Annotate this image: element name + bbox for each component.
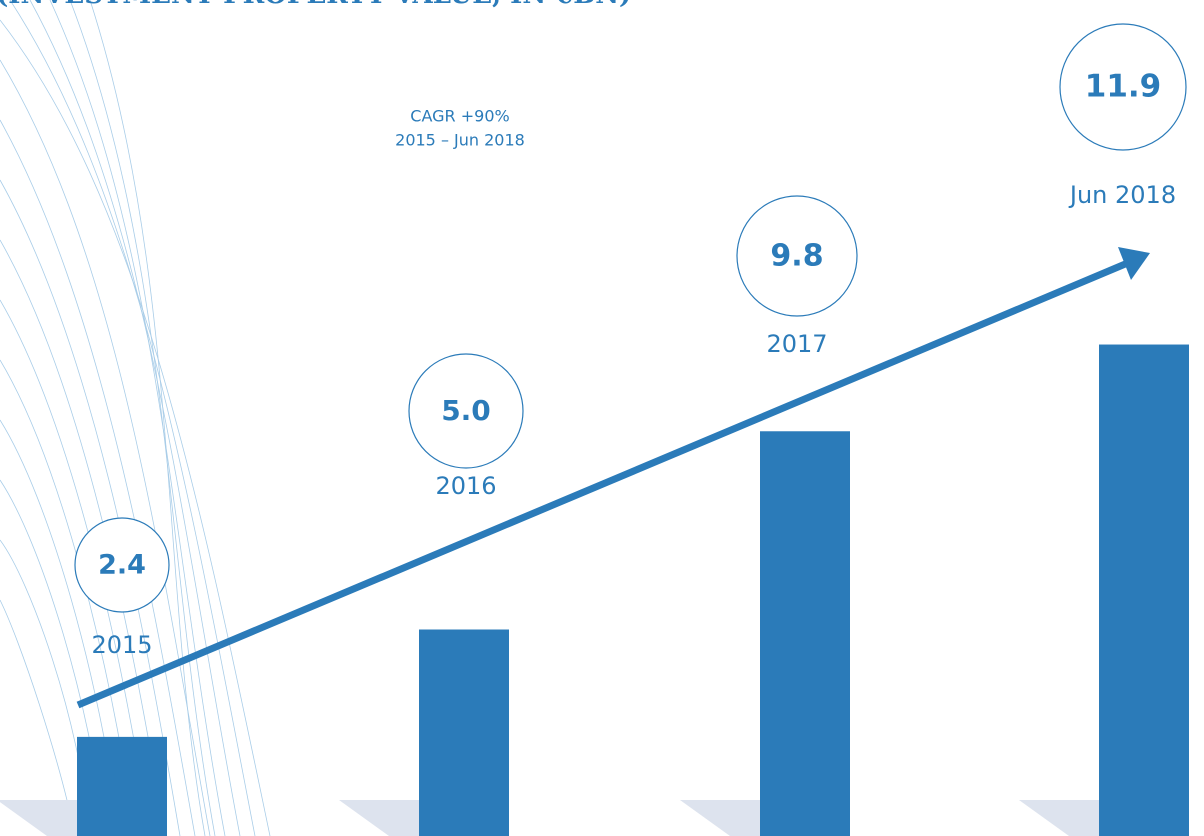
bar bbox=[419, 630, 509, 836]
chart-title: (INVESTMENT PROPERTY VALUE, IN €BN) bbox=[0, 0, 631, 10]
annotation: 2015 – Jun 2018 bbox=[395, 131, 525, 150]
bar-shadow bbox=[1019, 800, 1099, 836]
background-curves bbox=[0, 0, 270, 836]
page: {"chart_data": {"type": "bar", "title": … bbox=[0, 0, 1204, 836]
value-label: 9.8 bbox=[770, 239, 823, 274]
trend-arrow bbox=[78, 262, 1130, 705]
value-label: 5.0 bbox=[441, 394, 491, 427]
category-label: 2017 bbox=[766, 330, 827, 358]
annotation: CAGR +90% bbox=[410, 107, 509, 126]
category-label: Jun 2018 bbox=[1068, 181, 1176, 209]
category-label: 2016 bbox=[435, 472, 496, 500]
value-label: 11.9 bbox=[1085, 69, 1162, 105]
bar-shadow bbox=[339, 800, 419, 836]
value-label: 2.4 bbox=[98, 550, 146, 581]
category-label: 2015 bbox=[91, 631, 152, 659]
bar bbox=[760, 431, 850, 836]
bar-shadow bbox=[0, 800, 77, 836]
bar bbox=[1099, 345, 1189, 836]
bar-shadow bbox=[680, 800, 760, 836]
bar bbox=[77, 737, 167, 836]
chart: (INVESTMENT PROPERTY VALUE, IN €BN) CAGR… bbox=[0, 0, 1204, 836]
